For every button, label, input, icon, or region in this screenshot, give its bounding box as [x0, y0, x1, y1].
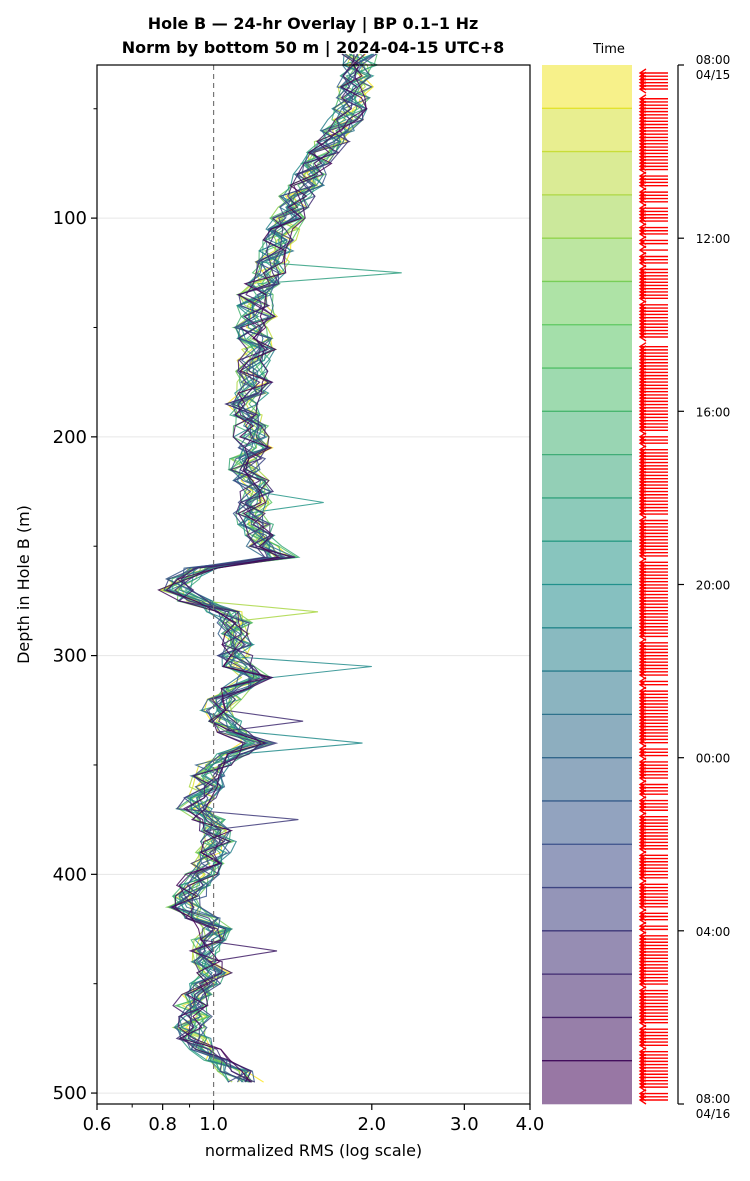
time-marker-arrowhead — [638, 1095, 647, 1105]
time-marker-arrowhead — [638, 181, 647, 191]
time-marker-arrowhead — [638, 1082, 647, 1092]
time-marker-arrowhead — [638, 239, 647, 249]
colorbar-band — [542, 194, 632, 239]
chart-title-line-2: Norm by bottom 50 m | 2024-04-15 UTC+8 — [122, 38, 505, 58]
colorbar-band — [542, 454, 632, 499]
colorbar-band — [542, 757, 632, 802]
x-tick-label: 0.6 — [83, 1114, 112, 1135]
time-marker-arrowhead — [638, 229, 647, 239]
time-marker-arrowhead — [638, 789, 647, 799]
colorbar-ticks: 08:0004/1512:0016:0020:0000:0004:0008:00… — [677, 53, 731, 1121]
colorbar-band — [542, 324, 632, 369]
time-marker-arrowhead — [638, 979, 647, 989]
time-marker-arrowhead — [638, 915, 647, 925]
y-axis-label: Depth in Hole B (m) — [14, 505, 33, 664]
y-tick-label: 200 — [53, 427, 87, 448]
colorbar-tick-label: 12:00 — [696, 232, 731, 246]
colorbar-title: Time — [592, 42, 625, 57]
colorbar-band — [542, 541, 632, 585]
x-tick-label: 4.0 — [516, 1114, 545, 1135]
x-tick-label: 0.8 — [148, 1114, 177, 1135]
time-marker-arrowhead — [638, 509, 647, 519]
time-marker-arrowhead — [638, 258, 647, 268]
colorbar-band — [542, 627, 632, 672]
colorbar-band — [542, 584, 632, 629]
colorbar-band — [542, 844, 632, 888]
colorbar-band — [542, 281, 632, 326]
colorbar-tick-date: 04/15 — [696, 68, 731, 82]
time-marker-arrowhead — [638, 805, 647, 815]
time-marker-arrowhead — [638, 750, 647, 761]
x-tick-label: 3.0 — [450, 1114, 479, 1135]
colorbar-bands — [542, 65, 632, 1105]
colorbar-band — [542, 108, 632, 152]
time-marker-arrowhead — [638, 902, 647, 912]
colorbar-tick-label: 08:00 — [696, 1092, 731, 1106]
time-marker-arrowhead — [638, 293, 647, 303]
time-marker-arrowhead — [638, 84, 647, 94]
rms-profile-line — [172, 54, 358, 1083]
colorbar-band — [542, 1060, 632, 1105]
y-axis-ticks: 100 200 300 400 500 — [53, 108, 97, 1104]
colorbar-band — [542, 65, 632, 109]
y-tick-label: 400 — [53, 864, 87, 885]
time-marker-arrowhead — [638, 551, 647, 561]
colorbar-tick-label: 00:00 — [696, 752, 731, 766]
time-marker-arrowhead — [638, 873, 647, 883]
rms-profile-lines — [157, 53, 402, 1083]
colorbar-band — [542, 368, 632, 412]
colorbar-tick-label: 20:00 — [696, 579, 731, 593]
time-marker-arrowhead — [638, 425, 647, 435]
time-marker-arrowhead — [638, 631, 647, 641]
time-marker-arrowhead — [638, 773, 647, 783]
colorbar-band — [542, 1017, 632, 1062]
time-marker-arrowhead — [638, 197, 647, 207]
rms-profile-line — [165, 53, 368, 1083]
colorbar-tick-label: 08:00 — [696, 53, 731, 67]
colorbar-band — [542, 671, 632, 715]
colorbar-tick-label: 16:00 — [696, 405, 731, 419]
time-marker-arrowhead — [638, 844, 647, 854]
time-marker-arrowhead — [638, 1040, 647, 1050]
colorbar-tick-label: 04:00 — [696, 925, 731, 939]
colorbar-tick-date: 04/16 — [696, 1107, 731, 1121]
time-marker-arrowhead — [638, 438, 647, 448]
time-marker-arrowhead — [638, 216, 647, 226]
gridlines — [97, 217, 530, 1094]
time-colorbar: Time 08:0004/1512:0016:0020:0000:0004:00… — [542, 42, 730, 1121]
y-tick-label: 500 — [53, 1083, 87, 1104]
time-marker-arrowhead — [638, 924, 647, 934]
colorbar-band — [542, 974, 632, 1018]
x-tick-label: 2.0 — [357, 1114, 386, 1135]
colorbar-band — [542, 887, 632, 932]
colorbar-band — [542, 151, 632, 196]
time-marker-arrowhead — [638, 670, 647, 680]
x-tick-label: 1.0 — [199, 1114, 228, 1135]
x-axis-label: normalized RMS (log scale) — [205, 1141, 422, 1160]
time-marker-arrowhead — [638, 1018, 647, 1028]
x-axis-ticks: 0.6 0.8 1.0 2.0 3.0 4.0 — [83, 1104, 545, 1135]
colorbar-band — [542, 800, 632, 845]
y-tick-label: 100 — [53, 208, 87, 229]
time-marker-arrows — [638, 68, 668, 1105]
colorbar-band — [542, 238, 632, 282]
time-marker-arrowhead — [638, 738, 647, 748]
colorbar-band — [542, 497, 632, 542]
time-marker-arrowhead — [638, 680, 647, 690]
colorbar-band — [542, 411, 632, 455]
time-marker-arrowhead — [638, 332, 647, 342]
rms-profile-line — [171, 53, 370, 1083]
plot-frame — [96, 64, 531, 1105]
time-marker-arrowhead — [638, 245, 647, 255]
chart-title-line-1: Hole B — 24-hr Overlay | BP 0.1–1 Hz — [148, 14, 479, 34]
plot-area: 0.6 0.8 1.0 2.0 3.0 4.0 100 200 300 400 500 norma… — [14, 53, 545, 1160]
time-marker-arrowhead — [638, 165, 647, 175]
colorbar-band — [542, 714, 632, 758]
y-tick-label: 300 — [53, 646, 87, 667]
rms-profile-line — [166, 54, 370, 1083]
colorbar-band — [542, 930, 632, 975]
